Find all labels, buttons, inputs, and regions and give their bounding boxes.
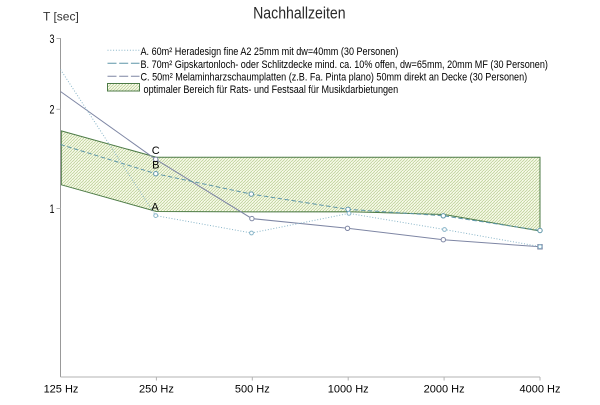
svg-text:B: B [152, 159, 159, 171]
svg-text:500 Hz: 500 Hz [235, 384, 270, 396]
svg-text:A: A [151, 202, 159, 214]
svg-text:A. 60m² Heradesign fine A2 25m: A. 60m² Heradesign fine A2 25mm mit dw=4… [140, 46, 398, 58]
svg-text:C. 50m² Melaminharzschaumplatt: C. 50m² Melaminharzschaumplatten (z.B. F… [140, 72, 527, 84]
svg-text:2: 2 [50, 103, 55, 117]
svg-text:C: C [152, 145, 160, 157]
svg-text:1: 1 [50, 203, 55, 217]
svg-text:250 Hz: 250 Hz [139, 384, 174, 396]
svg-text:125 Hz: 125 Hz [44, 384, 79, 396]
svg-text:2000 Hz: 2000 Hz [424, 384, 465, 396]
svg-text:1000 Hz: 1000 Hz [328, 384, 369, 396]
svg-text:T [sec]: T [sec] [43, 10, 79, 24]
svg-text:B. 70m² Gipskartonloch- oder S: B. 70m² Gipskartonloch- oder Schlitzdeck… [140, 59, 547, 71]
svg-text:Nachhallzeiten: Nachhallzeiten [253, 4, 345, 22]
svg-text:3: 3 [50, 33, 55, 47]
svg-text:4000 Hz: 4000 Hz [520, 384, 561, 396]
svg-text:optimaler Bereich für Rats- un: optimaler Bereich für Rats- und Festsaal… [144, 84, 399, 96]
